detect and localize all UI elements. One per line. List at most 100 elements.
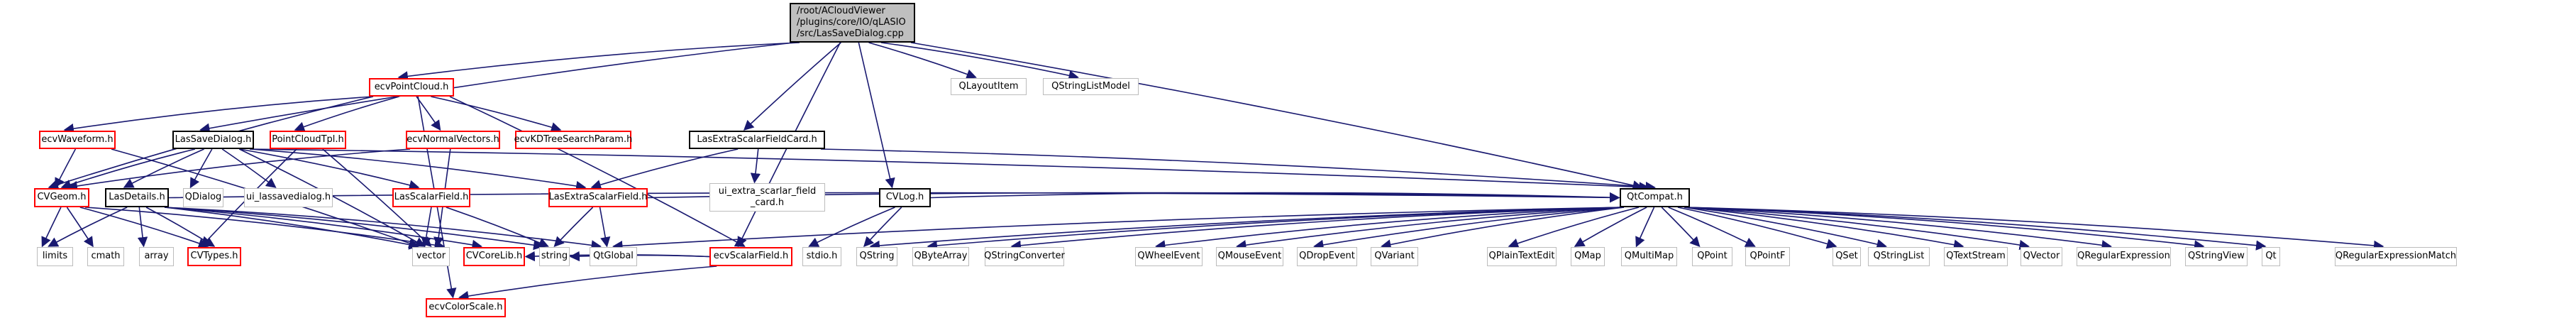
node-string: string (539, 247, 570, 266)
edge-las-save-dialog-h-to-las-details-h (123, 148, 204, 188)
node-array: array (139, 247, 174, 266)
node-qstring: QString (856, 247, 897, 266)
node-label: CVCoreLib.h (465, 251, 523, 262)
node-label: LasExtraScalarField.h (548, 192, 648, 203)
node-label: QStringConverter (984, 251, 1065, 262)
node-label: ecvNormalVectors.h (407, 133, 499, 145)
edge-las-extra-scalar-field-h-to-string (553, 207, 594, 248)
node-label: LasSaveDialog.h (175, 133, 252, 145)
node-qstring-converter: QStringConverter (984, 247, 1065, 266)
node-las-extra-scalar-field-card-h[interactable]: LasExtraScalarFieldCard.h (689, 131, 825, 149)
edge-qt-compat-h-to-qdrop-event (1313, 207, 1625, 250)
edge-cvgeom-h-to-limits (41, 207, 62, 248)
edge-point-cloud-tpl-h-to-vector (322, 148, 432, 247)
node-label: QWheelEvent (1137, 251, 1200, 262)
node-cvlog-h[interactable]: CVLog.h (879, 188, 931, 207)
node-label: ecvKDTreeSearchParam.h (514, 133, 633, 145)
edge-ecv-scalar-field-h-to-string (569, 251, 710, 262)
edge-cvlog-h-to-stdio-h (808, 207, 895, 247)
edge-qt-compat-h-to-qstring-list (1684, 207, 1887, 250)
edge-las-extra-scalar-field-card-h-to-ui-extra-card (750, 148, 761, 184)
edge-root-to-qlayout-item (868, 42, 977, 80)
node-label: CVLog.h (885, 192, 924, 203)
node-qdrop-event: QDropEvent (1297, 247, 1357, 266)
edge-ecv-point-cloud-h-to-ecv-kdtree-search-param-h (431, 96, 562, 133)
node-qdialog: QDialog (183, 188, 223, 207)
node-label: CVGeom.h (37, 192, 87, 203)
edge-ecv-waveform-h-to-cvgeom-h (55, 148, 77, 189)
edge-las-save-dialog-h-to-las-scalar-field-h (239, 148, 420, 190)
node-ecv-normal-vectors-h[interactable]: ecvNormalVectors.h (406, 131, 500, 149)
node-label: vector (416, 251, 446, 262)
node-qplain-text-edit: QPlainTextEdit (1487, 247, 1557, 266)
node-stdio-h: stdio.h (802, 247, 841, 266)
node-label: QRegularExpressionMatch (2335, 251, 2457, 262)
edge-qt-compat-h-to-qvector (1685, 207, 2030, 251)
node-qwheel-event: QWheelEvent (1135, 247, 1203, 266)
edge-cvgeom-h-to-vector (84, 207, 445, 251)
node-cvcore-lib-h[interactable]: CVCoreLib.h (463, 247, 525, 266)
node-label: QRegularExpression (2077, 251, 2170, 262)
node-las-save-dialog-h[interactable]: LasSaveDialog.h (172, 131, 254, 149)
edge-las-details-h-to-limits (48, 207, 128, 247)
node-label: QPlainTextEdit (1488, 251, 1555, 262)
node-ecv-color-scale-h[interactable]: ecvColorScale.h (426, 298, 506, 317)
node-label: QTextStream (1946, 251, 2006, 262)
edge-las-save-dialog-h-to-las-extra-scalar-field-h (249, 148, 587, 192)
node-ecv-waveform-h[interactable]: ecvWaveform.h (39, 131, 116, 149)
node-label: QByteArray (914, 251, 968, 262)
edge-cvlog-h-to-qt-compat-h (930, 192, 1620, 203)
node-label: QStringView (2188, 251, 2245, 262)
edge-las-save-dialog-h-to-ui-lassavedialog-h (221, 148, 277, 188)
edge-ecv-scalar-field-h-to-ecv-color-scale-h (458, 265, 717, 302)
node-label: ecvScalarField.h (713, 251, 789, 262)
edge-las-scalar-field-h-to-string (446, 207, 549, 248)
node-qt: Qt (2262, 247, 2280, 266)
node-las-details-h[interactable]: LasDetails.h (105, 188, 169, 207)
node-las-scalar-field-h[interactable]: LasScalarField.h (392, 188, 470, 207)
node-label: ui_lassavedialog.h (245, 192, 331, 203)
node-qpoint-f: QPointF (1745, 247, 1790, 266)
node-cvgeom-h[interactable]: CVGeom.h (34, 188, 89, 207)
node-qstring-list-model: QStringListModel (1043, 78, 1139, 95)
edge-root-to-las-save-dialog-h (199, 42, 795, 133)
node-ecv-point-cloud-h[interactable]: ecvPointCloud.h (369, 78, 454, 97)
node-label: QMouseEvent (1217, 251, 1282, 262)
edge-qt-compat-h-to-qmulti-map (1635, 207, 1655, 248)
node-label: string (541, 251, 568, 262)
edge-root-to-qstring-list-model (880, 42, 1079, 81)
node-label: QVariant (1374, 251, 1415, 262)
node-qmap: QMap (1571, 247, 1605, 266)
node-qstring-list: QStringList (1868, 247, 1930, 266)
edge-qt-compat-h-to-qmap (1574, 207, 1647, 247)
node-ecv-kdtree-search-param-h[interactable]: ecvKDTreeSearchParam.h (514, 131, 633, 149)
node-limits: limits (37, 247, 73, 266)
node-qt-global: QtGlobal (590, 247, 637, 266)
node-label: QMultiMap (1624, 251, 1674, 262)
node-qmouse-event: QMouseEvent (1216, 247, 1283, 266)
edge-ecv-point-cloud-h-to-point-cloud-tpl-h (294, 96, 399, 132)
node-label: PointCloudTpl.h (272, 133, 344, 145)
edge-las-details-h-to-cvtypes-h (145, 207, 216, 247)
edge-qt-compat-h-to-qt-global (612, 207, 1625, 251)
node-qvector: QVector (2021, 247, 2062, 266)
node-root: /root/ACloudViewer/plugins/core/IO/qLASI… (790, 3, 915, 43)
node-label: ecvWaveform.h (41, 133, 114, 145)
edge-qt-compat-h-to-qwheel-event (1155, 207, 1625, 251)
node-ecv-scalar-field-h[interactable]: ecvScalarField.h (709, 247, 792, 266)
node-qt-compat-h[interactable]: QtCompat.h (1620, 188, 1690, 207)
edge-qt-compat-h-to-qmouse-event (1236, 207, 1625, 251)
node-label: _card.h (750, 197, 785, 208)
node-point-cloud-tpl-h[interactable]: PointCloudTpl.h (270, 131, 346, 149)
node-label: /root/ACloudViewer (797, 5, 885, 16)
node-las-extra-scalar-field-h[interactable]: LasExtraScalarField.h (548, 188, 648, 207)
edge-qt-compat-h-to-qtext-stream (1685, 207, 1964, 250)
node-qvariant: QVariant (1371, 247, 1418, 266)
node-label: CVTypes.h (190, 251, 238, 262)
edge-root-to-qt-compat-h (910, 42, 1643, 191)
node-ui-extra-card: ui_extra_scarlar_field _card.h (709, 183, 825, 212)
node-label: LasDetails.h (109, 192, 165, 203)
edge-las-extra-scalar-field-h-to-qt-global (599, 207, 611, 248)
node-cvtypes-h[interactable]: CVTypes.h (187, 247, 241, 266)
